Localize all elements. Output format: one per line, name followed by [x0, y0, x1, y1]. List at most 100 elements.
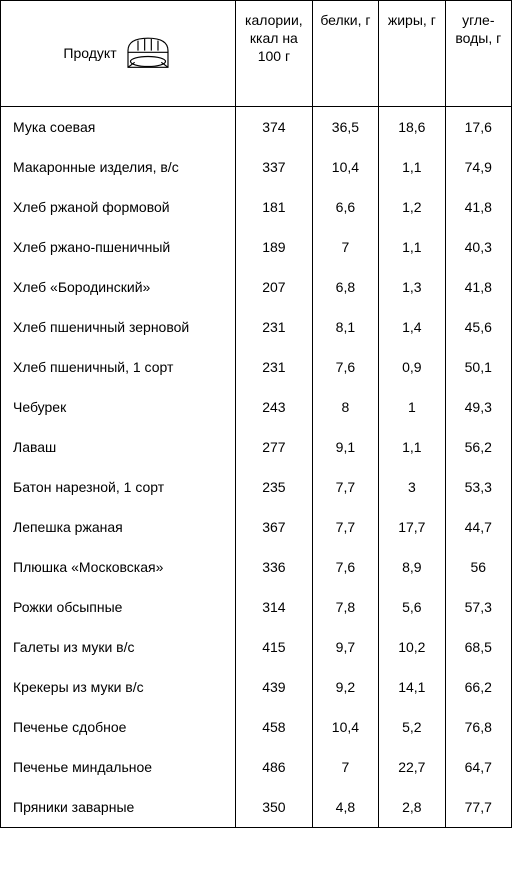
col-header-product-label: Продукт [63, 44, 116, 62]
cell-value: 57,3 [445, 587, 511, 627]
cell-value: 231 [236, 307, 313, 347]
cell-value: 1,4 [379, 307, 445, 347]
cell-product: Печенье миндальное [1, 747, 236, 787]
table-header: Продукт калории [1, 1, 512, 107]
cell-value: 1,2 [379, 187, 445, 227]
table-row: Рожки обсыпные3147,85,657,3 [1, 587, 512, 627]
cell-value: 7,8 [312, 587, 378, 627]
cell-value: 9,7 [312, 627, 378, 667]
table-row: Крекеры из муки в/с4399,214,166,2 [1, 667, 512, 707]
cell-value: 56,2 [445, 427, 511, 467]
cell-value: 3 [379, 467, 445, 507]
cell-value: 337 [236, 147, 313, 187]
cell-value: 17,6 [445, 106, 511, 147]
cell-value: 9,2 [312, 667, 378, 707]
cell-value: 235 [236, 467, 313, 507]
table-row: Пряники заварные3504,82,877,7 [1, 787, 512, 828]
table-row: Печенье миндальное486722,764,7 [1, 747, 512, 787]
cell-product: Крекеры из муки в/с [1, 667, 236, 707]
cell-value: 7 [312, 747, 378, 787]
cell-value: 9,1 [312, 427, 378, 467]
cell-value: 41,8 [445, 187, 511, 227]
cell-value: 10,2 [379, 627, 445, 667]
cell-value: 76,8 [445, 707, 511, 747]
cell-value: 44,7 [445, 507, 511, 547]
cell-product: Плюшка «Московская» [1, 547, 236, 587]
cell-product: Лаваш [1, 427, 236, 467]
cell-value: 207 [236, 267, 313, 307]
cell-value: 18,6 [379, 106, 445, 147]
cell-product: Лепешка ржаная [1, 507, 236, 547]
cell-value: 367 [236, 507, 313, 547]
cell-value: 77,7 [445, 787, 511, 828]
cell-value: 5,2 [379, 707, 445, 747]
cell-product: Хлеб «Бородинский» [1, 267, 236, 307]
cell-value: 36,5 [312, 106, 378, 147]
cell-value: 415 [236, 627, 313, 667]
cell-product: Галеты из муки в/с [1, 627, 236, 667]
table-row: Чебурек2438149,3 [1, 387, 512, 427]
col-header-carbs: угле-воды, г [445, 1, 511, 107]
table-row: Мука соевая37436,518,617,6 [1, 106, 512, 147]
cell-value: 10,4 [312, 707, 378, 747]
cell-value: 439 [236, 667, 313, 707]
cell-value: 374 [236, 106, 313, 147]
col-header-product: Продукт [1, 1, 236, 107]
cell-value: 1,1 [379, 227, 445, 267]
table-row: Печенье сдобное45810,45,276,8 [1, 707, 512, 747]
cell-value: 22,7 [379, 747, 445, 787]
table-row: Галеты из муки в/с4159,710,268,5 [1, 627, 512, 667]
cell-value: 1 [379, 387, 445, 427]
cell-value: 1,1 [379, 147, 445, 187]
cell-value: 64,7 [445, 747, 511, 787]
cell-value: 8,1 [312, 307, 378, 347]
cell-product: Хлеб ржано-пшеничный [1, 227, 236, 267]
cell-value: 1,1 [379, 427, 445, 467]
cell-value: 40,3 [445, 227, 511, 267]
cell-value: 0,9 [379, 347, 445, 387]
cell-value: 243 [236, 387, 313, 427]
cell-value: 8 [312, 387, 378, 427]
cell-value: 53,3 [445, 467, 511, 507]
cell-product: Рожки обсыпные [1, 587, 236, 627]
cell-value: 486 [236, 747, 313, 787]
cell-value: 336 [236, 547, 313, 587]
cell-value: 45,6 [445, 307, 511, 347]
table-row: Хлеб пшеничный зерновой2318,11,445,6 [1, 307, 512, 347]
cell-value: 74,9 [445, 147, 511, 187]
cell-value: 41,8 [445, 267, 511, 307]
cell-value: 1,3 [379, 267, 445, 307]
cell-value: 231 [236, 347, 313, 387]
cell-value: 7,7 [312, 507, 378, 547]
table-row: Хлеб «Бородинский»2076,81,341,8 [1, 267, 512, 307]
cell-product: Хлеб ржаной формовой [1, 187, 236, 227]
cell-product: Хлеб пшеничный, 1 сорт [1, 347, 236, 387]
col-header-fat: жиры, г [379, 1, 445, 107]
cell-value: 4,8 [312, 787, 378, 828]
cell-value: 7,6 [312, 547, 378, 587]
table-row: Хлеб ржано-пшеничный18971,140,3 [1, 227, 512, 267]
table-row: Лаваш2779,11,156,2 [1, 427, 512, 467]
table-row: Хлеб пшеничный, 1 сорт2317,60,950,1 [1, 347, 512, 387]
cell-value: 458 [236, 707, 313, 747]
table-row: Хлеб ржаной формовой1816,61,241,8 [1, 187, 512, 227]
cell-value: 7 [312, 227, 378, 267]
cell-product: Батон нарезной, 1 сорт [1, 467, 236, 507]
cell-value: 7,7 [312, 467, 378, 507]
cell-value: 68,5 [445, 627, 511, 667]
cell-value: 2,8 [379, 787, 445, 828]
cell-value: 49,3 [445, 387, 511, 427]
cell-value: 8,9 [379, 547, 445, 587]
bread-icon [123, 34, 173, 72]
table-row: Плюшка «Московская»3367,68,956 [1, 547, 512, 587]
cell-value: 66,2 [445, 667, 511, 707]
cell-value: 5,6 [379, 587, 445, 627]
cell-product: Печенье сдобное [1, 707, 236, 747]
cell-value: 181 [236, 187, 313, 227]
table-row: Батон нарезной, 1 сорт2357,7353,3 [1, 467, 512, 507]
col-header-calories: калории, ккал на 100 г [236, 1, 313, 107]
table-row: Лепешка ржаная3677,717,744,7 [1, 507, 512, 547]
cell-value: 17,7 [379, 507, 445, 547]
cell-value: 350 [236, 787, 313, 828]
cell-value: 314 [236, 587, 313, 627]
